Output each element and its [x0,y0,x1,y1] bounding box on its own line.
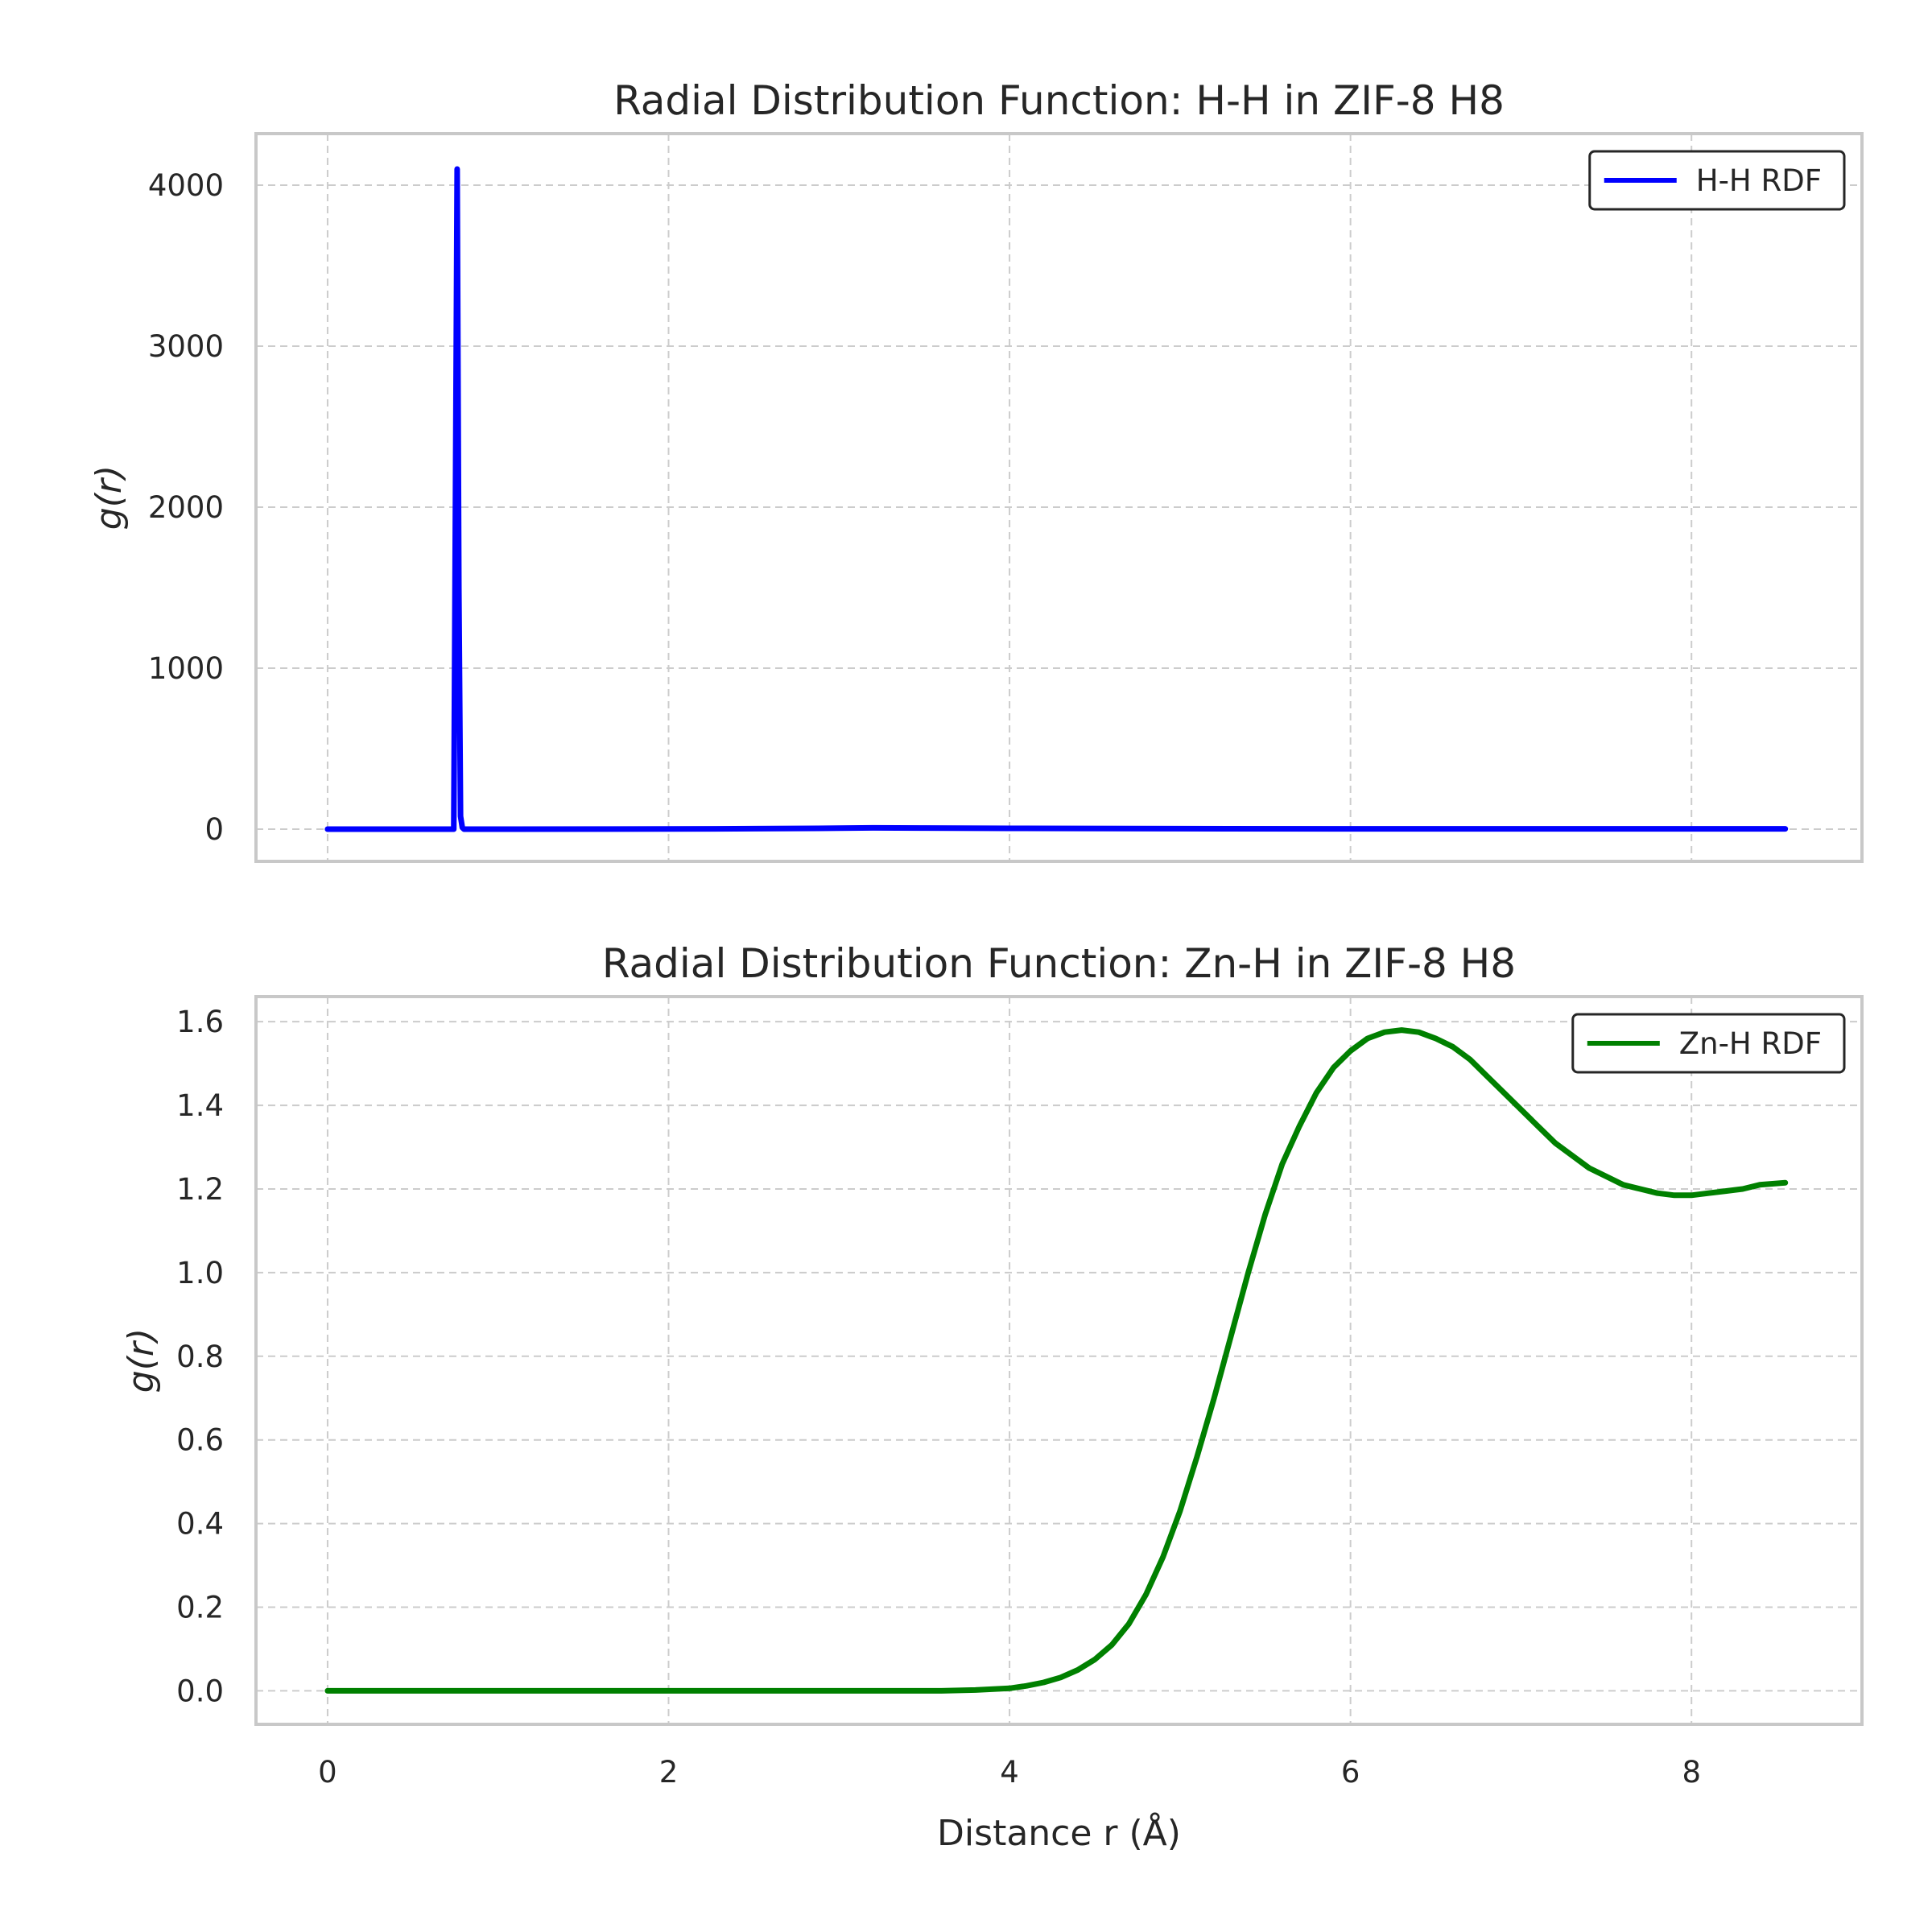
znh-y-tick-label: 0.0 [176,1674,224,1708]
znh-y-tick-label: 0.6 [176,1423,224,1458]
hh-y-tick-label: 2000 [148,490,224,525]
znh-y-tick-label: 0.2 [176,1591,224,1625]
znh-legend: Zn-H RDF [1571,1013,1846,1074]
znh-y-tick-label: 0.8 [176,1340,224,1374]
znh-y-axis-label: g(r) [121,1328,162,1393]
znh-x-tick-label: 8 [1682,1755,1701,1790]
hh-y-tick-label: 1000 [148,651,224,686]
hh-legend-box [1588,150,1846,211]
znh-legend-label: Zn-H RDF [1679,1026,1822,1061]
znh-y-tick-label: 1.2 [176,1172,224,1207]
hh-plot-frame [254,132,1864,863]
hh-chart-title: Radial Distribution Function: H-H in ZIF… [613,77,1505,124]
znh-y-tick-label: 0.4 [176,1507,224,1542]
znh-x-tick-label: 2 [659,1755,679,1790]
znh-y-tick-label: 1.6 [176,1005,224,1039]
znh-x-tick-label: 6 [1341,1755,1360,1790]
hh-y-tick-label: 3000 [148,329,224,364]
znh-chart-title: Radial Distribution Function: Zn-H in ZI… [602,940,1516,987]
hh-y-tick-label: 4000 [148,168,224,203]
znh-series-line [324,1027,1789,1694]
znh-rdf-panel: 0 2 4 6 8 0.0 0.2 0.4 0.6 0.8 1.0 1.2 1.4 1.6 Radial … [121,940,1864,1854]
znh-x-tick-label: 0 [318,1755,337,1790]
znh-y-tick-label: 1.4 [176,1088,224,1123]
hh-legend-label: H-H RDF [1696,163,1822,198]
hh-legend: H-H RDF [1588,150,1846,211]
znh-plot-frame [254,995,1864,1726]
znh-x-tick-label: 4 [1000,1755,1019,1790]
hh-rdf-panel: 0 1000 2000 3000 4000 Radial Distribution Fu… [89,77,1864,863]
znh-legend-box [1571,1013,1846,1074]
znh-y-tick-label: 1.0 [176,1256,224,1290]
znh-x-axis-label: Distance r (Å) [937,1811,1181,1854]
hh-y-tick-label: 0 [204,812,224,847]
hh-y-axis-label: g(r) [89,465,130,530]
hh-series-line [324,166,1789,832]
